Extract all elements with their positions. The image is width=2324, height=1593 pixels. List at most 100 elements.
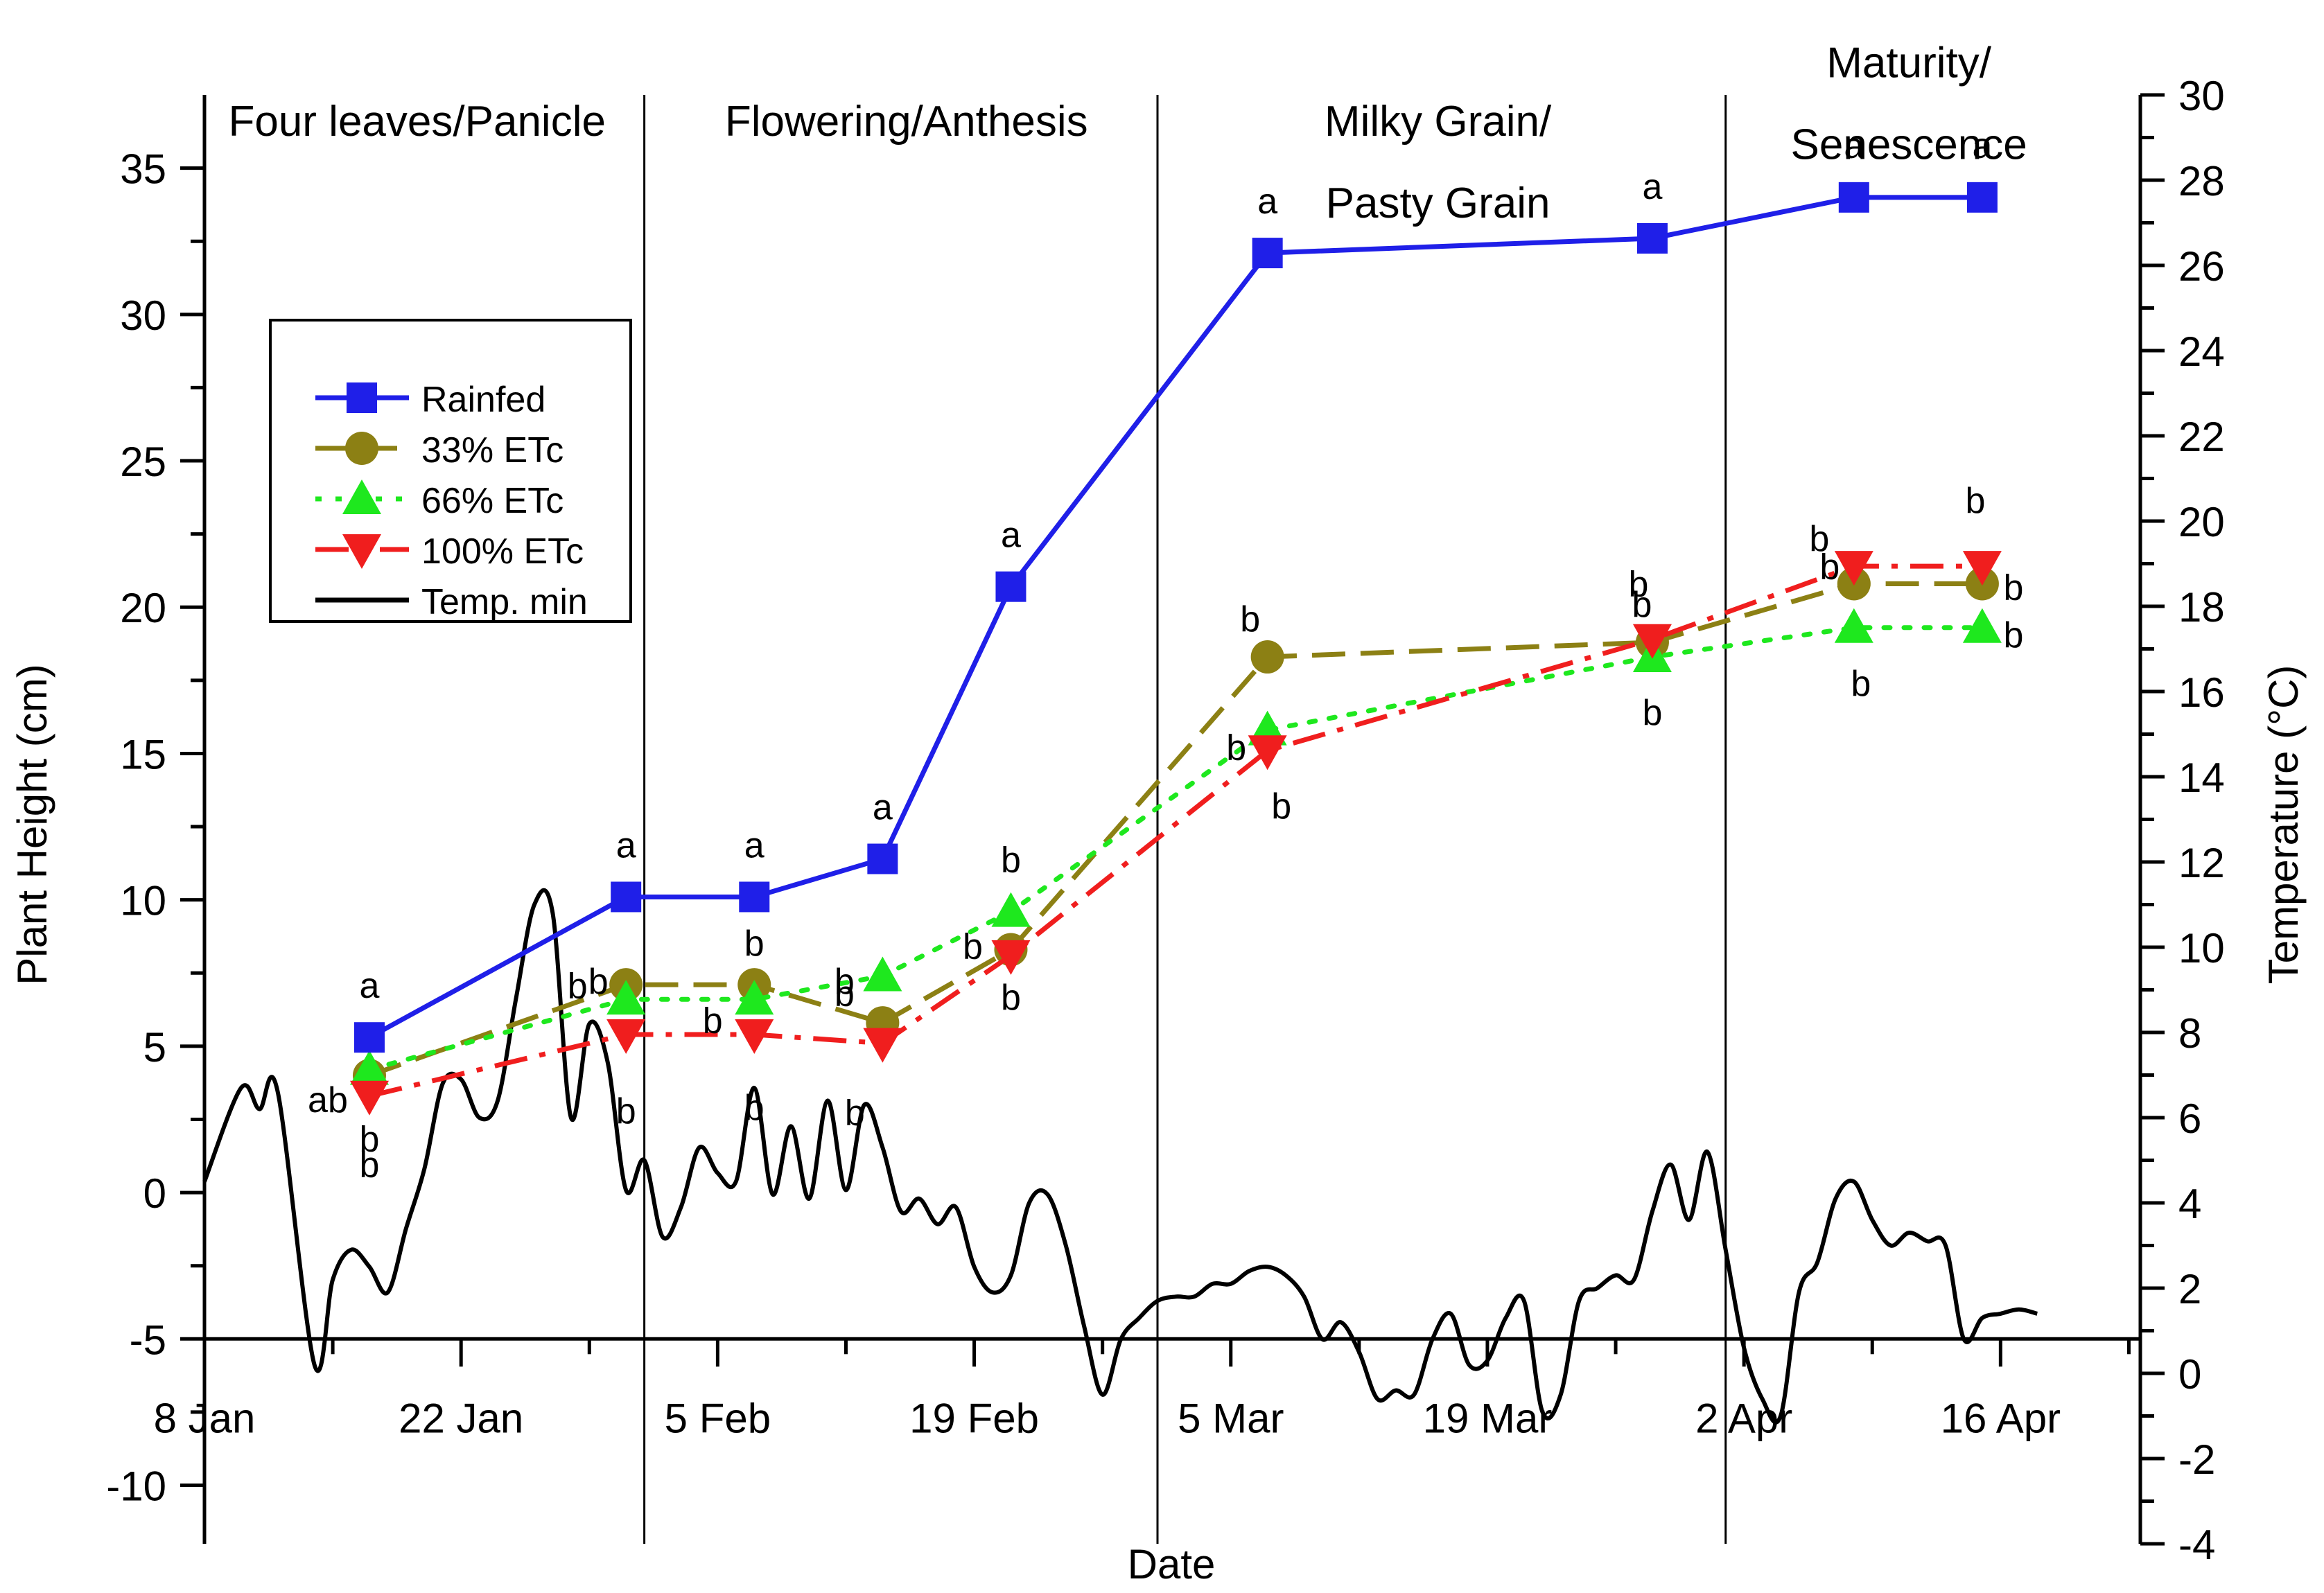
100-etc-line — [369, 563, 1982, 1099]
x-tick-label: 2 Apr — [1695, 1395, 1792, 1441]
significance-letter: b — [845, 1093, 865, 1134]
growth-stages: Four leaves/Panicle Flowering/Anthesis Mil… — [228, 39, 2027, 1544]
significance-letter: b — [568, 966, 588, 1006]
y2-tick-label: 10 — [2178, 925, 2225, 971]
significance-letter: ab — [308, 1080, 348, 1120]
significance-letter: b — [1001, 840, 1021, 881]
significance-letter: a — [616, 825, 636, 865]
y2-tick-label: 8 — [2178, 1010, 2201, 1057]
rainfed-point — [611, 881, 642, 913]
y2-tick-label: 18 — [2178, 584, 2225, 631]
100-etc-point — [991, 940, 1031, 975]
significance-letter: a — [1972, 126, 1992, 166]
significance-letter: b — [744, 924, 765, 964]
x-tick-label: 19 Feb — [909, 1395, 1039, 1441]
y-tick-label: 25 — [120, 439, 166, 485]
significance-letter: b — [1628, 565, 1648, 605]
significance-letter: b — [835, 974, 855, 1014]
legend-label: Temp. min — [421, 582, 588, 622]
significance-letter: b — [744, 1088, 765, 1128]
rainfed-point — [1838, 182, 1869, 213]
series-100-etc — [349, 551, 2002, 1116]
x-tick-label: 5 Mar — [1178, 1395, 1284, 1441]
y2-tick-label: 2 — [2178, 1266, 2201, 1312]
rainfed-point — [995, 571, 1026, 602]
legend-marker — [347, 382, 377, 413]
legend-marker — [342, 479, 381, 514]
y-tick-label: -5 — [130, 1317, 166, 1363]
x-tick-label: 16 Apr — [1941, 1395, 2061, 1441]
100-etc-point — [1962, 551, 2002, 586]
series-rainfed — [353, 182, 1998, 1053]
y2-tick-label: 4 — [2178, 1181, 2201, 1227]
y-tick-label: 0 — [143, 1170, 166, 1217]
y-tick-label: -10 — [106, 1463, 166, 1510]
33-etc-point — [1250, 640, 1284, 674]
significance-letter: b — [1001, 978, 1021, 1018]
100-etc-point — [1834, 551, 1873, 586]
66-etc-point — [1834, 608, 1873, 643]
x-tick-label: 5 Feb — [665, 1395, 771, 1441]
significance-letter: a — [873, 788, 893, 828]
66-etc-point — [349, 1050, 389, 1085]
rainfed-point — [739, 881, 770, 913]
stage-label: Maturity/ — [1826, 39, 1991, 87]
y2-tick-label: -2 — [2178, 1436, 2215, 1483]
66-etc-point — [991, 892, 1031, 927]
significance-letter: a — [1257, 182, 1277, 222]
y-axis-title: Plant Height (cm) — [9, 664, 55, 985]
x-tick-label: 22 Jan — [399, 1395, 523, 1441]
legend-marker — [342, 534, 381, 569]
stage-label: Pasty Grain — [1326, 179, 1550, 227]
significance-letter: b — [703, 1001, 723, 1041]
33-etc-line — [368, 581, 1982, 1078]
significance-letter: b — [1271, 786, 1291, 827]
significance-letter: b — [1642, 693, 1662, 733]
significance-letter: b — [2003, 567, 2023, 608]
legend-label: 33% ETc — [421, 430, 563, 470]
significance-letter: b — [616, 1091, 636, 1132]
66-etc-line — [367, 625, 1985, 1073]
100-etc-point — [1248, 735, 1287, 771]
significance-letter: a — [1642, 167, 1662, 207]
y2-tick-label: 20 — [2178, 499, 2225, 545]
significance-letter: b — [360, 1145, 380, 1186]
significance-letter: b — [1851, 664, 1871, 704]
legend: Rainfed 33% ETc 66% ETc 100% ETc Temp. min — [269, 319, 632, 623]
y2-tick-label: 16 — [2178, 669, 2225, 716]
y2-tick-label: 22 — [2178, 414, 2225, 460]
series-33-etc — [352, 567, 1999, 1093]
stage-label: Senescence — [1791, 121, 2027, 169]
significance-letter: b — [588, 962, 609, 1002]
y2-axis-title: Temperature (°C) — [2260, 665, 2307, 985]
rainfed-point — [1636, 222, 1668, 254]
y2-tick-label: 30 — [2178, 73, 2225, 119]
stage-label: Flowering/Anthesis — [725, 98, 1088, 146]
100-etc-point — [863, 1028, 902, 1063]
100-etc-point — [1632, 624, 1672, 659]
y-tick-label: 10 — [120, 878, 166, 924]
66-etc-point — [1962, 608, 2002, 643]
significance-letter: a — [1844, 126, 1864, 166]
legend-label: Rainfed — [421, 380, 545, 420]
significance-letter: b — [1240, 599, 1260, 640]
significance-letter: b — [963, 926, 983, 967]
y-tick-label: 5 — [143, 1024, 166, 1071]
y2-tick-label: 6 — [2178, 1095, 2201, 1142]
series-temp-min — [202, 888, 2038, 1425]
100-etc-point — [606, 1019, 646, 1054]
x-axis-title: Date — [1128, 1541, 1216, 1587]
y2-tick-label: 0 — [2178, 1351, 2201, 1398]
y-tick-label: 35 — [120, 146, 166, 193]
66-etc-point — [606, 980, 646, 1015]
significance-letter: a — [360, 966, 380, 1006]
legend-label: 100% ETc — [421, 531, 584, 572]
legend-marker — [345, 432, 378, 465]
stage-label: Milky Grain/ — [1325, 98, 1552, 146]
legend-box — [269, 319, 632, 623]
significance-letter: b — [1819, 547, 1840, 587]
rainfed-point — [353, 1022, 385, 1053]
y2-tick-label: 14 — [2178, 755, 2225, 801]
